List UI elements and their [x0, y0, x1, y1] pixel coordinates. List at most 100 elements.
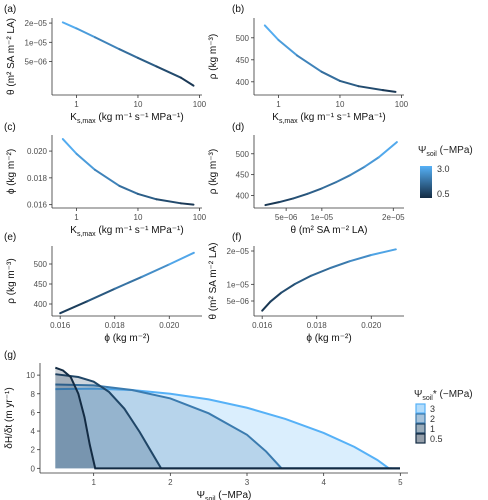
x-axis-label-main: K [70, 112, 77, 123]
panel-c: (c) 1 10 100 0.016 0.018 0.020 Ks,max (kg m⁻¹ s… [4, 122, 207, 238]
area-line-2 [55, 383, 400, 470]
series-segment [59, 300, 89, 315]
x-tick-label: 100 [193, 100, 207, 109]
x-tick-label: 1e−05 [311, 213, 334, 222]
y-tick-label: 450 [236, 171, 250, 180]
series-segment [310, 267, 332, 277]
series-segment [269, 291, 283, 303]
legend-title-sub: soil [422, 395, 433, 402]
x-tick-label: 0.020 [361, 321, 382, 330]
legend-key-swatch [415, 433, 426, 444]
x-axis-label: ϕ (kg m⁻²) [306, 333, 351, 344]
series-segment [61, 21, 78, 30]
x-axis-label-sub: s,max [77, 231, 96, 238]
series-segment [179, 76, 195, 87]
panel-e: (e) 0.016 0.018 0.020 400 450 500 ϕ (kg m⁻²) ρ (… [4, 232, 202, 344]
y-tick-label: 5e−06 [227, 297, 250, 306]
y-tick-label: 6 [31, 408, 36, 417]
x-tick-label: 0.016 [50, 321, 71, 330]
series-segment [75, 152, 96, 171]
panel-label: (b) [232, 4, 244, 15]
series-segment [263, 24, 280, 41]
series-segment [179, 202, 195, 206]
legend-title: Ψsoil (−MPa) [418, 145, 473, 158]
x-tick-label: 10 [336, 100, 345, 109]
series-segment [136, 192, 158, 201]
y-tick-label: 8 [31, 390, 36, 399]
series-segment [264, 201, 280, 207]
series-segment [320, 70, 341, 82]
y-tick-label: 400 [34, 300, 48, 309]
y-tick-label: 500 [34, 260, 48, 269]
series-segment [155, 198, 182, 205]
series-segment [93, 168, 121, 187]
series-segment [292, 192, 309, 200]
series-segment [349, 165, 366, 177]
legend-title-main: Ψ [414, 389, 422, 400]
y-tick-label: 0 [31, 464, 36, 473]
series-segment [155, 65, 182, 79]
legend-key-swatch [415, 413, 426, 424]
series-segment [357, 85, 384, 92]
series-segment [278, 197, 295, 204]
series-segment [338, 79, 360, 88]
series-segment [75, 27, 96, 39]
legend-key-swatch [415, 403, 426, 414]
panel-label: (d) [232, 122, 244, 133]
series-segment [261, 300, 272, 312]
area-fill-2 [55, 384, 282, 469]
area-fill-0.5 [55, 367, 96, 469]
x-axis-label: Ks,max (kg m⁻¹ s⁻¹ MPa⁻¹) [70, 112, 183, 125]
x-tick-label: 5 [398, 478, 403, 487]
panel-g: (g) 1 2 3 4 5 0 2 4 6 8 10 Ψsoil (−MPa) δH/δt (m yr⁻¹… [4, 350, 408, 500]
x-tick-label: 4 [321, 478, 326, 487]
series-segment [295, 54, 323, 73]
x-axis-label-tail: (kg m⁻¹ s⁻¹ MPa⁻¹) [298, 112, 386, 123]
x-tick-label: 2 [168, 478, 173, 487]
y-tick-label: 0.020 [27, 147, 48, 156]
y-tick-label: 2e−05 [25, 19, 48, 28]
x-tick-label: 0.018 [307, 321, 328, 330]
y-tick-label: 1e−05 [25, 38, 48, 47]
legend-key-label: 2 [430, 414, 435, 424]
panel-label: (f) [232, 232, 241, 243]
area-fill-1 [55, 374, 162, 469]
area-line-0.5 [54, 366, 400, 470]
series-segment [363, 156, 380, 168]
series-segment [381, 89, 397, 93]
x-axis-label: ϕ (kg m⁻²) [104, 333, 149, 344]
x-axis-label: Ks,max (kg m⁻¹ s⁻¹ MPa⁻¹) [70, 225, 183, 238]
x-tick-label: 10 [134, 213, 143, 222]
x-tick-label: 2e−05 [382, 213, 405, 222]
y-tick-label: 500 [236, 34, 250, 43]
y-tick-label: 5e−06 [25, 58, 48, 67]
y-axis-label: ρ (kg m⁻³) [6, 258, 17, 303]
x-tick-label: 5e−06 [275, 213, 298, 222]
y-tick-label: 10 [26, 371, 35, 380]
series-segment [168, 251, 195, 266]
x-tick-label: 1 [74, 100, 79, 109]
y-tick-label: 0.016 [27, 201, 48, 210]
y-tick-label: 2 [31, 446, 36, 455]
x-tick-label: 100 [395, 100, 409, 109]
panel-label: (a) [4, 4, 16, 15]
legend-title-tail: (−MPa) [437, 145, 473, 156]
y-tick-label: 500 [236, 150, 250, 159]
legend-title-main: Ψ [418, 145, 426, 156]
legend-key-label: 3 [430, 404, 435, 414]
x-tick-label: 1 [91, 478, 96, 487]
x-tick-label: 100 [193, 213, 207, 222]
panel-f: (f) 0.016 0.018 0.020 5e−06 1e−05 2e−05 ϕ (kg m… [208, 232, 404, 344]
series-segment [320, 181, 338, 190]
series-segment [141, 263, 171, 278]
x-axis-label-sub: s,max [279, 118, 298, 125]
series-segment [348, 254, 373, 263]
series-segment [329, 260, 351, 269]
x-axis-label: Ks,max (kg m⁻¹ s⁻¹ MPa⁻¹) [272, 112, 385, 125]
x-axis-label-tail: (kg m⁻¹ s⁻¹ MPa⁻¹) [96, 225, 184, 236]
x-tick-label: 3 [245, 478, 250, 487]
y-axis-label: θ (m² SA m⁻² LA) [208, 243, 219, 320]
series-segment [61, 138, 78, 155]
